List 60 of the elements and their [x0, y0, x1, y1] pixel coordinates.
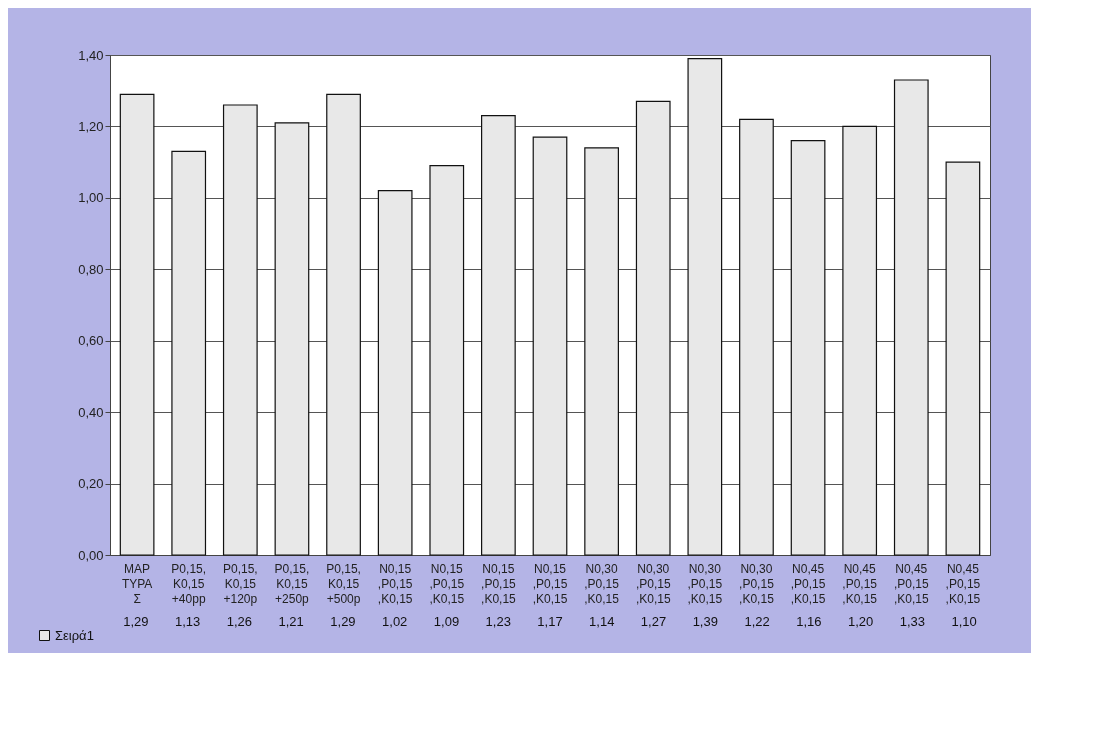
y-tick-label: 0,40 [78, 404, 104, 420]
bar [222, 104, 258, 556]
x-tick-label: P0,15, K0,15 +500p [326, 561, 361, 606]
x-tick-label: N0,30 ,P0,15 ,K0,15 [687, 561, 723, 606]
data-label: 1,13 [174, 614, 201, 629]
x-tick-label: N0,15 ,P0,15 ,K0,15 [429, 561, 465, 606]
data-label: 1,17 [537, 614, 563, 629]
bar [274, 122, 310, 556]
data-label: 1,39 [692, 614, 718, 629]
data-label: 1,16 [796, 614, 822, 629]
bar [584, 147, 619, 556]
legend-label: Σειρά1 [55, 627, 94, 643]
x-tick-label: N0,30 ,P0,15 ,K0,15 [739, 561, 775, 606]
x-tick-label: N0,30 ,P0,15 ,K0,15 [635, 561, 671, 606]
data-label: 1,33 [899, 614, 926, 629]
x-tick-label: N0,30 ,P0,15 ,K0,15 [584, 561, 620, 606]
x-tick-label: N0,45 ,P0,15 ,K0,15 [790, 561, 826, 606]
bar [635, 100, 671, 556]
data-label: 1,22 [744, 614, 770, 629]
x-tick-label: P0,15, K0,15 +120p [222, 561, 258, 606]
bar [532, 136, 568, 556]
y-tick-label: 1,00 [78, 190, 104, 206]
bar [842, 125, 878, 556]
bar [377, 190, 413, 556]
bar [171, 150, 207, 556]
data-label: 1,29 [123, 614, 149, 629]
data-label: 1,10 [951, 614, 977, 629]
bar [481, 115, 516, 556]
x-tick-label: N0,15 ,P0,15 ,K0,15 [377, 561, 413, 606]
data-label: 1,09 [433, 614, 460, 629]
y-tick-label: 0,80 [78, 261, 104, 277]
data-label: 1,20 [847, 614, 874, 629]
bar [790, 140, 826, 556]
data-label: 1,29 [330, 614, 356, 629]
y-tick-label: 1,40 [78, 47, 104, 63]
data-label: 1,02 [382, 614, 408, 629]
bar [326, 93, 361, 556]
y-tick-label: 0,00 [78, 547, 104, 563]
x-tick-label: P0,15, K0,15 +250p [274, 561, 310, 606]
x-tick-label: N0,15 ,P0,15 ,K0,15 [532, 561, 568, 606]
bar [945, 161, 981, 556]
data-label: 1,21 [278, 614, 304, 629]
x-tick-label: N0,15 ,P0,15 ,K0,15 [481, 561, 517, 606]
y-tick-label: 0,60 [78, 333, 104, 349]
x-tick-label: N0,45 ,P0,15 ,K0,15 [893, 561, 929, 606]
y-tick-label: 1,20 [78, 118, 104, 134]
x-tick-label: MAP TYPA Σ [121, 561, 153, 606]
x-tick-label: N0,45 ,P0,15 ,K0,15 [945, 561, 981, 606]
bar [687, 57, 723, 556]
bar [119, 93, 155, 556]
data-label: 1,14 [589, 614, 615, 629]
x-tick-label: N0,45 ,P0,15 ,K0,15 [842, 561, 878, 606]
bar [739, 118, 774, 556]
data-label: 1,26 [226, 614, 253, 629]
x-tick-label: P0,15, K0,15 +40pp [171, 561, 207, 606]
data-label: 1,27 [640, 614, 667, 629]
y-tick-label: 0,20 [78, 476, 104, 492]
bar [429, 165, 465, 556]
bar [893, 79, 929, 556]
data-label: 1,23 [485, 614, 511, 629]
